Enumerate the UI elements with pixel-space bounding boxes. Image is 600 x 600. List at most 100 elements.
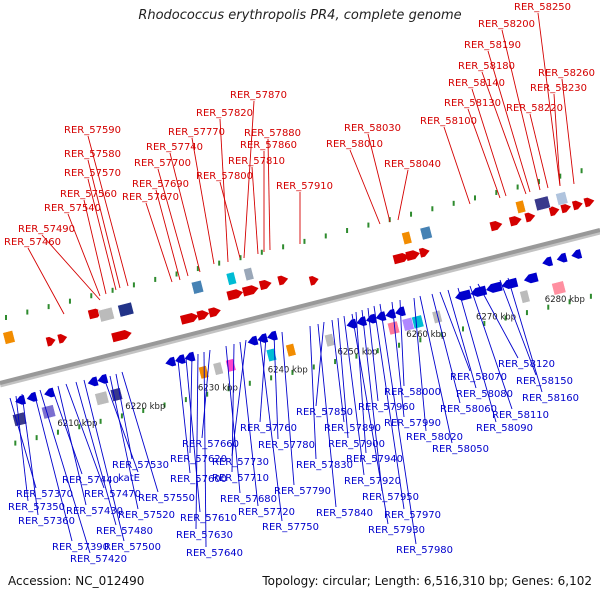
feature-block	[212, 361, 224, 376]
lane-dot	[410, 211, 413, 217]
forward-leader-line	[529, 113, 549, 189]
forward-gene-label: RER_58040	[384, 159, 441, 170]
forward-gene-label: RER_57590	[64, 125, 121, 136]
reverse-leader-line	[57, 385, 87, 506]
forward-gene-label: RER_58250	[514, 2, 571, 13]
lane-dot	[142, 407, 145, 413]
lane-dot	[132, 282, 135, 288]
feature-block	[533, 195, 551, 212]
forward-gene-label: RER_57910	[276, 181, 333, 192]
feature-block	[324, 333, 336, 348]
reverse-gene-label: RER_57940	[346, 454, 403, 465]
scale-tick-label: 6230 kbp	[198, 383, 238, 393]
feature-block	[386, 320, 401, 336]
lane-dot	[580, 168, 583, 174]
reverse-gene-label: RER_58120	[498, 359, 555, 370]
lane-dot	[376, 348, 379, 354]
reverse-gene-label: RER_58110	[492, 410, 549, 421]
forward-gene-label: RER_58190	[464, 40, 521, 51]
reverse-leader-line	[355, 311, 367, 454]
forward-gene-arrow	[583, 197, 595, 208]
reverse-leader-line	[413, 297, 427, 432]
scale-tick-label: 6210 kbp	[57, 419, 97, 429]
lane-dot	[291, 369, 294, 375]
lane-dot	[461, 326, 464, 332]
reverse-gene-label: RER_57930	[368, 525, 425, 536]
reverse-gene-label: RER_57920	[344, 476, 401, 487]
lane-dot	[260, 249, 263, 255]
lane-dot	[14, 440, 17, 446]
lane-dot	[111, 287, 114, 293]
lane-dot	[452, 200, 455, 206]
reverse-gene-label: RER_57750	[262, 522, 319, 533]
reverse-leader-line	[15, 395, 29, 502]
forward-gene-arrow	[208, 307, 221, 318]
lane-dot	[239, 255, 242, 261]
lane-dot	[47, 304, 50, 310]
reverse-leader-line	[361, 309, 383, 492]
forward-leader-line	[155, 189, 181, 281]
reverse-leader-line	[83, 379, 125, 542]
reverse-gene-label: RER_57370	[16, 489, 73, 500]
lane-dot	[120, 413, 123, 419]
feature-block	[97, 306, 115, 323]
forward-gene-label: RER_57810	[228, 156, 285, 167]
reverse-gene-arrow	[356, 316, 368, 327]
reverse-leader-line	[457, 287, 497, 423]
feature-block	[265, 347, 278, 363]
reverse-gene-label: RER_57710	[212, 473, 269, 484]
reverse-gene-label: RER_57610	[180, 513, 237, 524]
lane-dot	[206, 391, 209, 397]
reverse-gene-label: RER_57720	[238, 507, 295, 518]
forward-gene-label: RER_57880	[244, 128, 301, 139]
forward-leader-line	[219, 118, 229, 263]
reverse-leader-line	[103, 377, 139, 473]
feature-block	[190, 279, 205, 295]
reverse-gene-label: RER_58020	[406, 432, 463, 443]
forward-leader-line	[169, 152, 201, 273]
lane-dot	[35, 435, 38, 441]
reverse-leader-line	[477, 283, 519, 359]
lane-dot	[516, 184, 519, 190]
reverse-leader-line	[51, 387, 83, 475]
forward-leader-line	[83, 199, 107, 295]
reverse-gene-label: RER_57440	[62, 475, 119, 486]
reverse-gene-arrow	[247, 335, 259, 346]
reverse-gene-label: RER_57840	[316, 508, 373, 519]
forward-gene-arrow	[111, 330, 132, 343]
forward-gene-label: RER_58030	[344, 123, 401, 134]
reverse-leader-line	[177, 359, 191, 474]
forward-gene-arrow	[571, 200, 583, 211]
feature-block	[514, 199, 527, 215]
genome-summary-text: Topology: circular; Length: 6,516,310 bp…	[262, 574, 592, 588]
forward-leader-line	[251, 166, 259, 255]
lane-dot	[334, 359, 337, 365]
feature-block	[519, 289, 531, 304]
forward-leader-line	[471, 88, 507, 197]
forward-gene-label: RER_58140	[448, 78, 505, 89]
reverse-gene-label: RER_57660	[182, 439, 239, 450]
reverse-gene-label: RER_58060	[440, 404, 497, 415]
lane-dot	[559, 173, 562, 179]
reverse-gene-arrow	[267, 330, 278, 341]
forward-leader-line	[553, 93, 561, 187]
reverse-gene-arrow	[486, 281, 503, 293]
forward-gene-arrow	[258, 279, 272, 291]
feature-block	[285, 342, 297, 358]
reverse-leader-line	[343, 315, 365, 476]
reverse-gene-label: RER_57600	[170, 474, 227, 485]
forward-leader-line	[367, 133, 391, 223]
forward-leader-line	[219, 181, 241, 259]
forward-gene-label: RER_57570	[64, 168, 121, 179]
scale-tick-label: 6250 kbp	[338, 348, 378, 358]
forward-gene-label: RER_57770	[168, 127, 225, 138]
reverse-gene-label: RER_57850	[296, 407, 353, 418]
forward-gene-label: RER_58200	[478, 19, 535, 30]
lane-dot	[227, 386, 230, 392]
feature-block	[419, 225, 433, 241]
feature-block	[40, 404, 57, 420]
genome-backbone	[0, 228, 600, 385]
reverse-gene-arrow	[375, 311, 387, 322]
reverse-gene-label: RER_57960	[358, 402, 415, 413]
forward-gene-label: RER_57740	[146, 142, 203, 153]
